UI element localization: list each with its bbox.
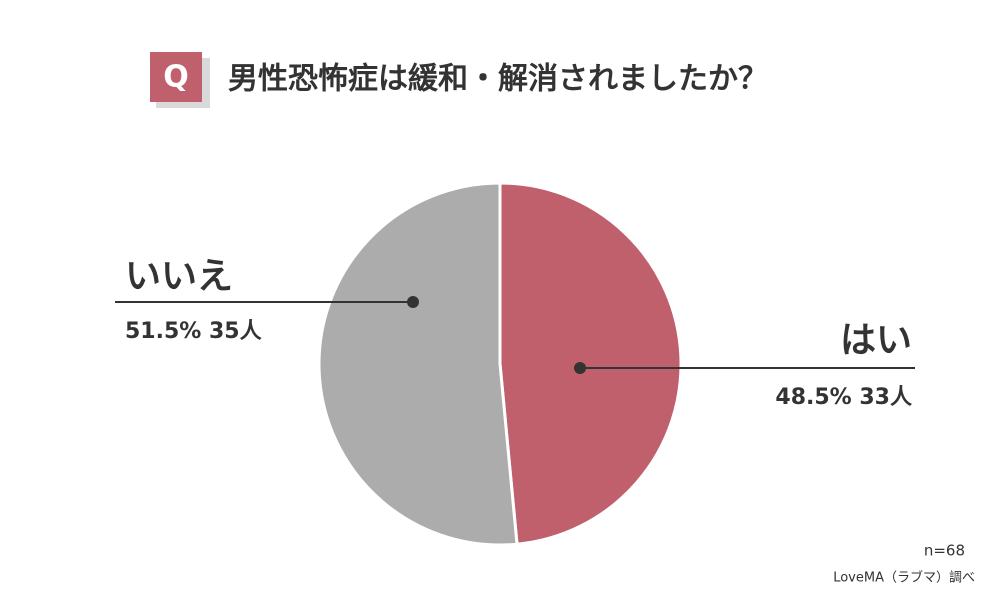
- slice-label: いいえ: [125, 256, 233, 297]
- chart-title: 男性恐怖症は緩和・解消されましたか？: [228, 62, 768, 97]
- pie-slice: [498, 181, 683, 546]
- value-label: 51.5% 35人: [125, 319, 262, 344]
- leader-dot: [574, 362, 586, 374]
- badge-text: Q: [163, 60, 189, 95]
- badge: [150, 52, 202, 102]
- leader-dot: [407, 296, 419, 308]
- value-label: 48.5% 33人: [775, 385, 912, 410]
- source: LoveMA（ラブマ）調べ: [833, 570, 975, 586]
- pie-slice: [317, 181, 519, 547]
- sample-size: n=68: [924, 542, 965, 560]
- slice-label: はい: [840, 320, 912, 361]
